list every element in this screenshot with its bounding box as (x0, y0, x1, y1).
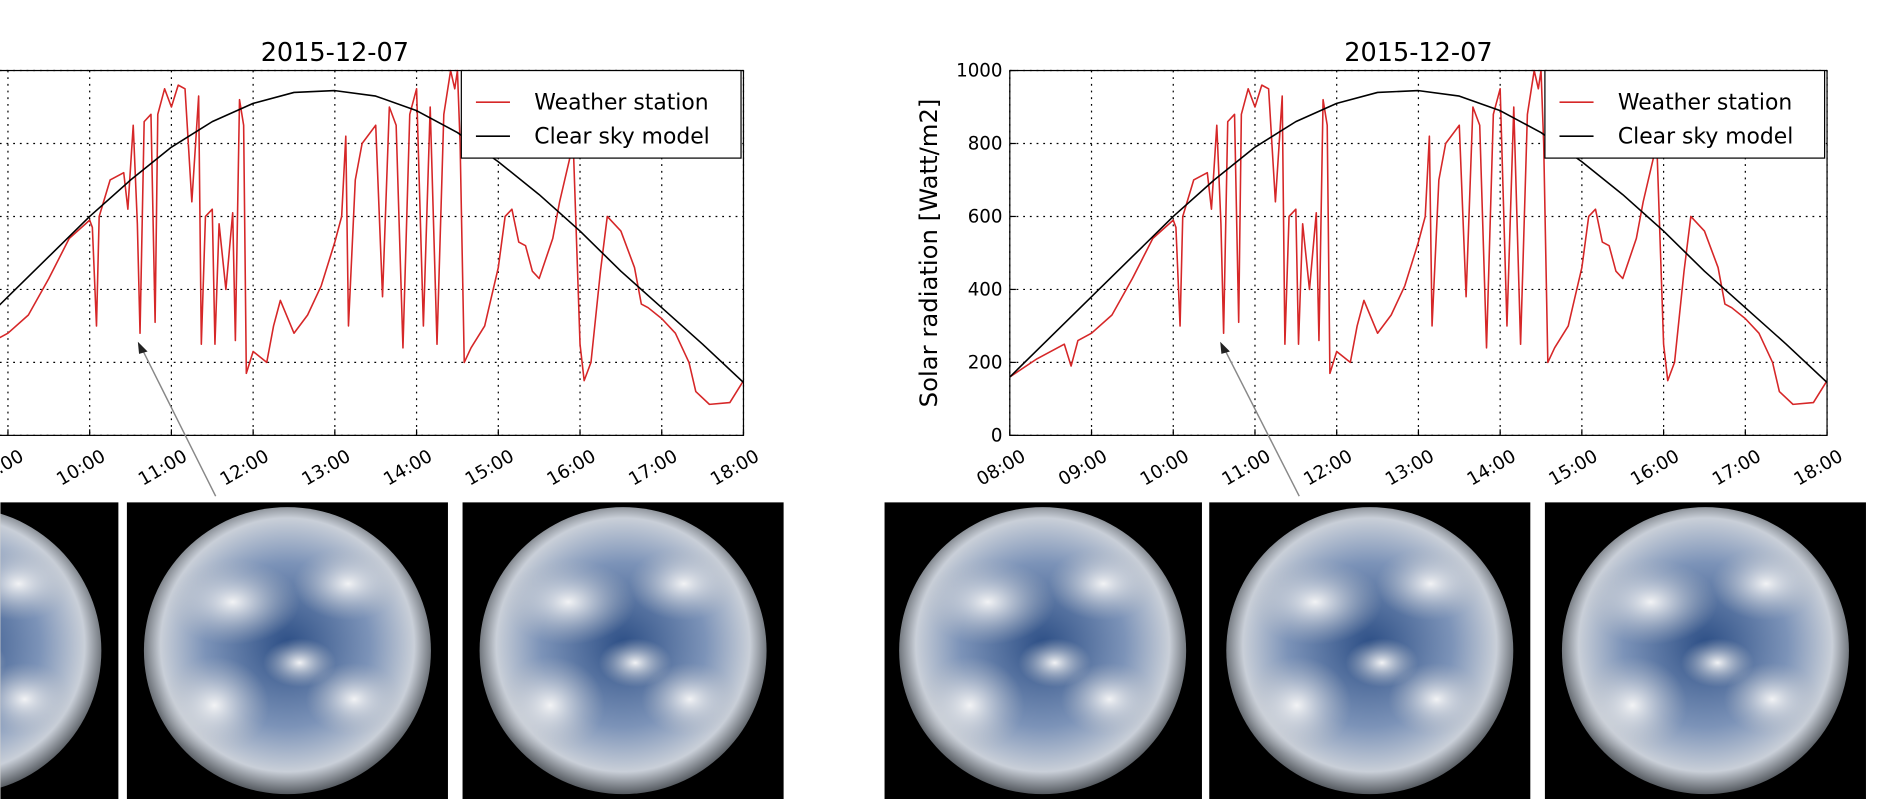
x-tick-label: 09:00 (0, 446, 27, 490)
x-tick-label: 13:00 (298, 446, 354, 490)
legend-label: Clear sky model (534, 125, 709, 150)
chart: 2015-12-07 Solar radiation [Watt/m2] 0 200 4… (914, 38, 1847, 491)
x-tick-label: 10:00 (1137, 446, 1193, 490)
legend-label: Weather station (534, 90, 708, 115)
y-tick-label: 800 (968, 134, 1003, 155)
y-axis-label: Solar radiation [Watt/m2] (914, 99, 943, 408)
legend: Weather station Clear sky model (460, 69, 742, 159)
legend-box (1544, 69, 1826, 159)
chart-title: 2015-12-07 (1344, 38, 1492, 68)
x-tick-label: 12:00 (1300, 446, 1356, 490)
x-tick-label: 09:00 (1055, 446, 1111, 490)
x-tick-label: 10:00 (53, 446, 109, 490)
x-tick-label: 15:00 (1545, 446, 1601, 490)
annotation-arrows (137, 341, 1300, 497)
x-tick-label: 08:00 (973, 446, 1029, 490)
chart-title: 2015-12-07 (261, 38, 409, 68)
sky-images-left (0, 502, 784, 799)
x-tick-label: 11:00 (135, 446, 191, 490)
axes-frame (1009, 69, 1828, 436)
series-line (0, 89, 745, 384)
x-tick-label: 18:00 (707, 446, 763, 490)
series-line (1009, 89, 1828, 384)
legend: Weather station Clear sky model (1544, 69, 1826, 159)
y-tick-label: 0 (991, 425, 1003, 446)
y-tick-label: 200 (968, 352, 1003, 373)
legend-label: Clear sky model (1618, 125, 1793, 150)
y-tick-label: 400 (968, 280, 1003, 301)
y-tick-label: 600 (968, 207, 1003, 228)
x-tick-label: 14:00 (380, 446, 436, 490)
axes-frame (0, 69, 745, 436)
x-tick-label: 16:00 (1627, 446, 1683, 490)
legend-box (460, 69, 742, 159)
x-tick-label: 14:00 (1464, 446, 1520, 490)
x-tick-label: 15:00 (462, 446, 518, 490)
x-tick-label: 17:00 (625, 446, 681, 490)
sky-images-right (884, 502, 1866, 799)
x-tick-label: 16:00 (544, 446, 600, 490)
y-tick-label: 1000 (956, 61, 1002, 82)
x-tick-label: 18:00 (1791, 446, 1847, 490)
x-tick-label: 12:00 (217, 446, 273, 490)
x-tick-label: 17:00 (1709, 446, 1765, 490)
x-tick-label: 13:00 (1382, 446, 1438, 490)
legend-label: Weather station (1618, 90, 1792, 115)
x-tick-label: 11:00 (1218, 446, 1274, 490)
